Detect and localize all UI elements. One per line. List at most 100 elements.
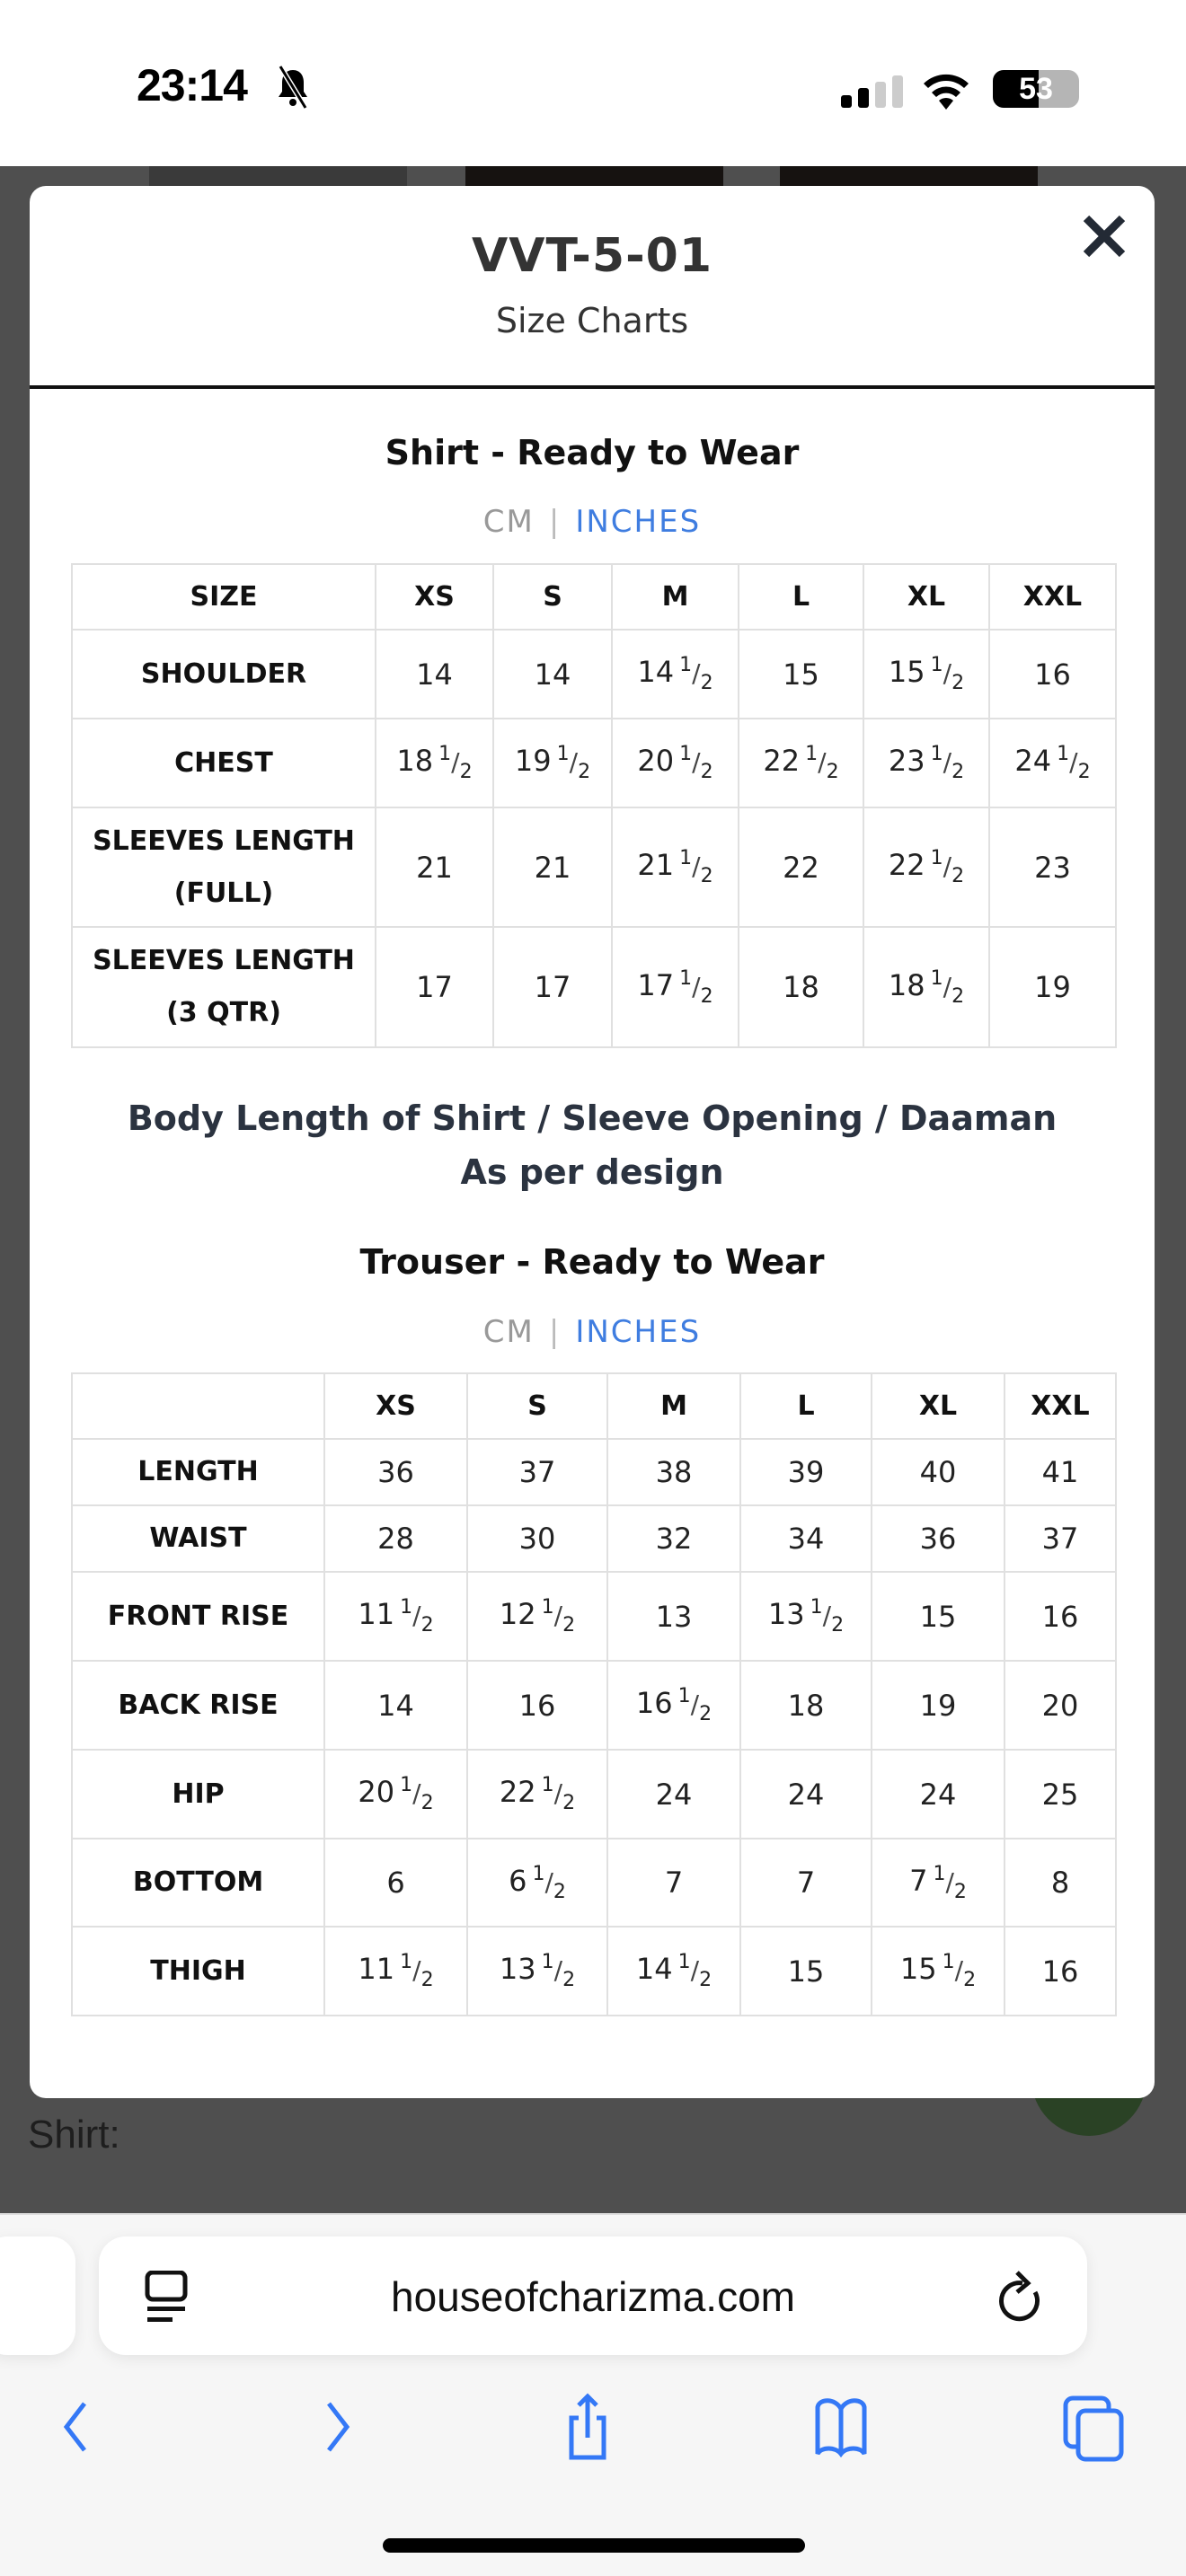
shirt-unit-toggle: CM | INCHES (30, 504, 1155, 540)
measurement-cell: 22 1/2 (466, 1749, 608, 1839)
tabs-icon[interactable] (1057, 2391, 1128, 2463)
measurement-cell: 20 1/2 (323, 1749, 468, 1839)
measurement-cell: 18 (738, 926, 864, 1048)
unit-separator: | (548, 504, 562, 540)
measurement-cell: 13 1/2 (739, 1571, 872, 1662)
measurement-cell: 20 (1004, 1660, 1117, 1751)
previous-tab-pill[interactable] (0, 2236, 75, 2355)
address-bar[interactable]: houseofcharizma.com (99, 2236, 1087, 2355)
measurement-cell: 37 (1004, 1504, 1117, 1573)
measurement-cell: 20 1/2 (611, 718, 739, 808)
header-cell-size: XXL (1004, 1372, 1117, 1440)
measurement-cell: 28 (323, 1504, 468, 1573)
row-label: SHOULDER (71, 629, 376, 719)
row-label: BOTTOM (71, 1838, 325, 1928)
measurement-cell: 14 (492, 629, 613, 719)
measurement-cell: 16 (1004, 1571, 1117, 1662)
measurement-cell: 16 (466, 1660, 608, 1751)
unit-cm-tab[interactable]: CM (482, 504, 535, 540)
measurement-cell: 16 (1004, 1926, 1117, 2016)
reader-mode-icon[interactable] (144, 2271, 189, 2325)
url-text[interactable]: houseofcharizma.com (391, 2273, 795, 2320)
measurement-cell: 23 1/2 (863, 718, 990, 808)
trouser-unit-toggle: CM | INCHES (30, 1314, 1155, 1350)
measurement-cell: 11 1/2 (323, 1926, 468, 2016)
header-cell-size: M (611, 563, 739, 631)
row-label: THIGH (71, 1926, 325, 2016)
table-row: SHOULDER 14 14 14 1/2 15 15 1/2 16 (71, 629, 1117, 719)
table-row: THIGH 11 1/2 13 1/2 14 1/2 15 15 1/2 16 (71, 1926, 1117, 2016)
unit-cm-tab[interactable]: CM (482, 1314, 535, 1350)
measurement-cell: 32 (606, 1504, 741, 1573)
header-cell-size: S (466, 1372, 608, 1440)
header-cell-label (71, 1372, 325, 1440)
measurement-cell: 25 (1004, 1749, 1117, 1839)
measurement-cell: 22 1/2 (738, 718, 864, 808)
header-cell-size: XS (375, 563, 494, 631)
measurement-cell: 13 1/2 (466, 1926, 608, 2016)
measurement-cell: 17 (375, 926, 494, 1048)
measurement-cell: 18 (739, 1660, 872, 1751)
measurement-cell: 13 (606, 1571, 741, 1662)
measurement-cell: 24 1/2 (988, 718, 1117, 808)
shirt-label: Shirt: (28, 2113, 120, 2157)
measurement-cell: 16 (988, 629, 1117, 719)
share-icon[interactable] (552, 2391, 624, 2463)
bell-muted-icon (278, 65, 308, 110)
header-cell-size: S (492, 563, 613, 631)
measurement-cell: 17 (492, 926, 613, 1048)
measurement-cell: 19 (988, 926, 1117, 1048)
measurement-cell: 41 (1004, 1438, 1117, 1506)
measurement-cell: 36 (871, 1504, 1005, 1573)
measurement-cell: 37 (466, 1438, 608, 1506)
measurement-cell: 7 (739, 1838, 872, 1928)
measurement-cell: 14 (375, 629, 494, 719)
table-row: FRONT RISE 11 1/2 12 1/2 13 13 1/2 15 16 (71, 1571, 1117, 1662)
clock: 23:14 (137, 60, 248, 110)
home-indicator (383, 2538, 805, 2553)
measurement-cell: 7 1/2 (871, 1838, 1005, 1928)
trouser-heading: Trouser - Ready to Wear (359, 1242, 825, 1282)
table-row: CHEST 18 1/2 19 1/2 20 1/2 22 1/2 23 1/2 24 1/2 (71, 718, 1117, 808)
header-cell-size: XXL (988, 563, 1117, 631)
measurement-cell: 21 (492, 807, 613, 928)
measurement-cell: 18 1/2 (375, 718, 494, 808)
measurement-cell: 36 (323, 1438, 468, 1506)
unit-inches-tab[interactable]: INCHES (575, 1314, 702, 1350)
measurement-cell: 6 (323, 1838, 468, 1928)
measurement-cell: 34 (739, 1504, 872, 1573)
measurement-cell: 14 1/2 (611, 629, 739, 719)
measurement-cell: 18 1/2 (863, 926, 990, 1048)
measurement-cell: 22 (738, 807, 864, 928)
measurement-cell: 17 1/2 (611, 926, 739, 1048)
measurement-cell: 15 (738, 629, 864, 719)
measurement-cell: 19 (871, 1660, 1005, 1751)
measurement-cell: 24 (871, 1749, 1005, 1839)
row-label: FRONT RISE (71, 1571, 325, 1662)
header-divider (30, 385, 1155, 389)
measurement-cell: 15 1/2 (871, 1926, 1005, 2016)
close-icon[interactable] (1079, 211, 1129, 261)
row-label: BACK RISE (71, 1660, 325, 1751)
row-label: SLEEVES LENGTH (FULL) (71, 807, 376, 928)
size-chart-modal: VVT-5-01 Size Charts Shirt - Ready to We… (30, 186, 1155, 2098)
shirt-size-table: SIZE XS S M L XL XXL SHOULDER 14 14 14 1/2 15 15 1/2 16… (71, 563, 1117, 1048)
unit-inches-tab[interactable]: INCHES (575, 504, 702, 540)
measurement-cell: 6 1/2 (466, 1838, 608, 1928)
measurement-cell: 39 (739, 1438, 872, 1506)
measurement-cell: 8 (1004, 1838, 1117, 1928)
reload-icon[interactable] (997, 2271, 1042, 2325)
bookmarks-icon[interactable] (805, 2391, 877, 2463)
header-cell-size: L (739, 1372, 872, 1440)
measurement-cell: 38 (606, 1438, 741, 1506)
cellular-signal-icon (841, 75, 903, 108)
measurement-cell: 23 (988, 807, 1117, 928)
measurement-cell: 21 1/2 (611, 807, 739, 928)
forward-icon[interactable] (300, 2391, 372, 2463)
measurement-cell: 21 (375, 807, 494, 928)
measurement-cell: 30 (466, 1504, 608, 1573)
row-label: LENGTH (71, 1438, 325, 1506)
table-row: SLEEVES LENGTH (3 QTR) 17 17 17 1/2 18 18 1/2 19 (71, 926, 1117, 1048)
back-icon[interactable] (41, 2391, 113, 2463)
battery-icon: 53 (993, 70, 1079, 108)
